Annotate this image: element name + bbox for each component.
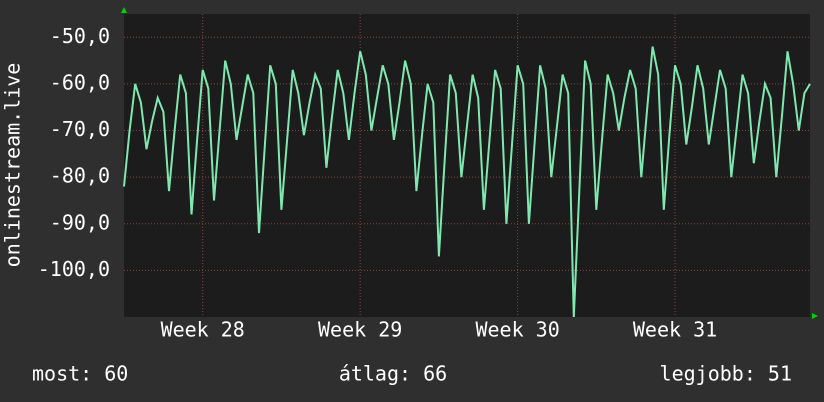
plot-area (124, 14, 810, 317)
x-tick-label: Week 28 (161, 318, 245, 342)
x-tick-label: Week 30 (475, 318, 559, 342)
axis-arrow (812, 313, 818, 319)
stat-best: legjobb: 51 (660, 362, 792, 386)
y-tick-label: -80,0 (50, 164, 110, 188)
y-tick-label: -100,0 (38, 257, 110, 281)
y-tick-label: -60,0 (50, 70, 110, 94)
y-axis-label: onlinestream.live (1, 63, 25, 268)
y-tick-label: -50,0 (50, 24, 110, 48)
x-tick-label: Week 31 (633, 318, 717, 342)
y-tick-label: -90,0 (50, 210, 110, 234)
x-tick-label: Week 29 (318, 318, 402, 342)
stat-current: most: 60 (32, 362, 128, 386)
y-tick-label: -70,0 (50, 117, 110, 141)
stat-average: átlag: 66 (339, 362, 447, 386)
data-line (123, 46, 811, 318)
axis-arrow (121, 7, 127, 13)
